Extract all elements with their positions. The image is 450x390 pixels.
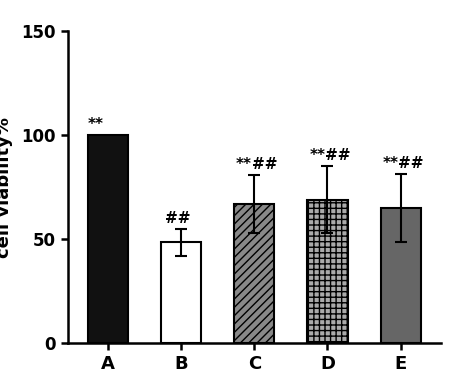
Text: ##: ## — [252, 157, 277, 172]
Text: **: ** — [88, 117, 104, 132]
Text: ##: ## — [325, 148, 351, 163]
Y-axis label: cell viability%: cell viability% — [0, 117, 13, 258]
Bar — [307, 200, 347, 343]
Bar — [88, 135, 128, 343]
Text: ##: ## — [165, 211, 190, 226]
Text: ##: ## — [398, 156, 424, 170]
Bar — [381, 208, 421, 343]
Bar — [161, 242, 201, 343]
Text: **: ** — [309, 148, 325, 163]
Text: **: ** — [236, 157, 252, 172]
Bar — [234, 204, 274, 343]
Text: **: ** — [382, 156, 398, 170]
